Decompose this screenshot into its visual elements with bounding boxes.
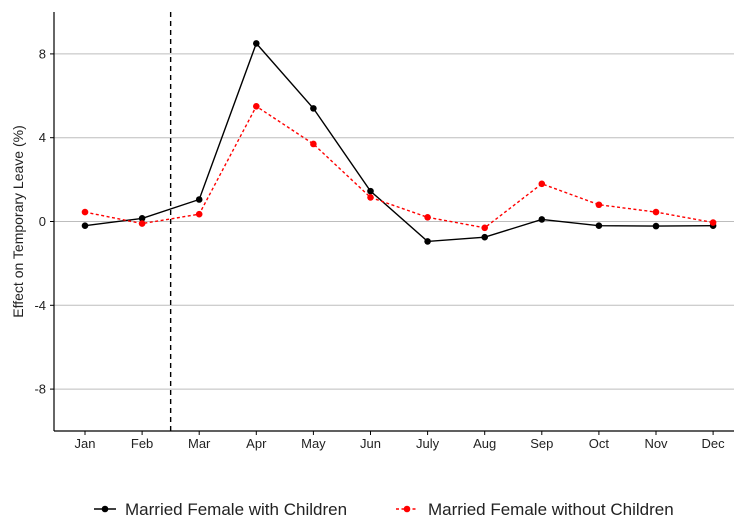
series-1 [81,40,717,245]
x-tick-label: Feb [131,436,153,451]
data-point [367,187,374,195]
data-point [709,219,717,226]
series-line [84,105,714,229]
data-point [595,201,603,209]
legend-label: Married Female without Children [428,500,674,519]
data-point [195,196,203,203]
x-tick-label: Dec [702,436,726,451]
data-point [481,233,489,241]
data-point [81,208,89,216]
y-axis-title: Effect on Temporary Leave (%) [10,125,26,317]
x-axis-ticks: Jan Feb Mar Apr May Jun July Aug Sep Oct Nov Dec [75,431,726,451]
x-tick-label: July [416,436,440,451]
x-tick-label: Nov [644,436,668,451]
data-point [481,224,489,232]
x-tick-label: Mar [188,436,211,451]
y-tick-label: 8 [39,46,46,61]
legend-item: Married Female without Children [396,500,674,519]
x-tick-label: Sep [530,436,553,451]
data-point [367,194,374,201]
legend-swatch-marker [101,505,109,513]
legend-label: Married Female with Children [125,500,347,519]
data-point [195,210,203,218]
x-tick-label: Jun [360,436,381,451]
x-tick-label: Oct [589,436,610,451]
legend-swatch-marker [403,505,411,513]
data-point [138,215,146,222]
data-point [652,222,660,230]
data-point [538,216,546,223]
data-point [81,222,89,229]
y-tick-label: 0 [39,214,46,229]
legend: Married Female with Children Married Fema… [94,500,674,519]
data-point [595,222,603,229]
series-line [84,42,714,243]
series-2 [81,102,717,232]
y-tick-label: 4 [39,130,46,145]
data-point [310,105,317,112]
data-point [252,40,260,47]
data-point [424,238,431,245]
y-tick-label: -4 [34,298,46,313]
data-point [538,180,546,188]
x-tick-label: Jan [75,436,96,451]
data-point [424,214,431,221]
grid-lines [54,53,734,390]
x-tick-label: Apr [246,436,267,451]
y-tick-label: -8 [34,382,46,397]
data-point [310,140,317,148]
series-layer [81,40,717,245]
data-point [138,220,146,227]
data-point [252,102,260,110]
data-point [652,208,660,216]
x-tick-label: May [301,436,326,451]
legend-item: Married Female with Children [94,500,347,519]
x-tick-label: Aug [473,436,496,451]
y-axis-ticks: -8 -4 0 4 8 [34,46,54,397]
